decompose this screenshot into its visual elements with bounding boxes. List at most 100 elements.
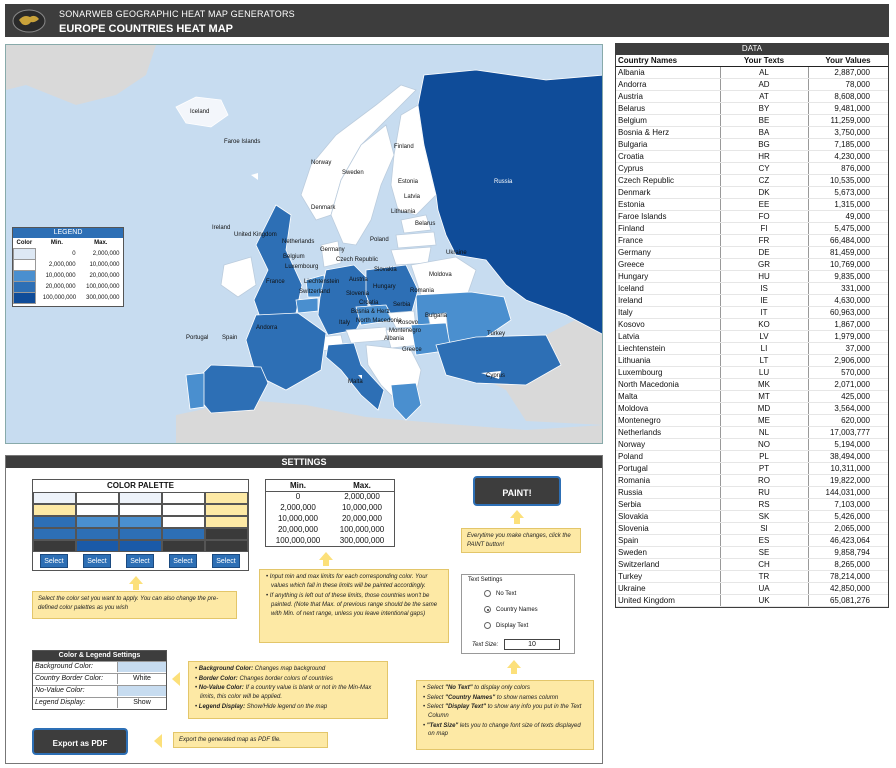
cell-text[interactable]: FO [720, 210, 809, 223]
cell-text[interactable]: SI [720, 522, 809, 535]
cell-country[interactable]: Faroe Islands [616, 210, 721, 223]
cell-value[interactable]: 4,630,000 [808, 294, 888, 307]
palette-select-button[interactable]: Select [40, 554, 68, 568]
cell-value[interactable]: 78,000 [808, 78, 888, 91]
cell-country[interactable]: Croatia [616, 150, 721, 163]
cell-value[interactable]: 3,750,000 [808, 126, 888, 139]
radio-country-names[interactable] [484, 606, 491, 613]
cell-value[interactable]: 620,000 [808, 414, 888, 427]
cell-value[interactable]: 19,822,000 [808, 474, 888, 487]
cell-country[interactable]: Belgium [616, 114, 721, 127]
cell-value[interactable]: 876,000 [808, 162, 888, 175]
cell-text[interactable]: NO [720, 438, 809, 451]
cell-text[interactable]: LI [720, 342, 809, 355]
cell-text[interactable]: CH [720, 558, 809, 571]
palette-select-button[interactable]: Select [83, 554, 111, 568]
cell-value[interactable]: 37,000 [808, 342, 888, 355]
cell-country[interactable]: Kosovo [616, 318, 721, 331]
cell-country[interactable]: Liechtenstein [616, 342, 721, 355]
cell-value[interactable]: 8,608,000 [808, 90, 888, 103]
minmax-min[interactable]: 0 [295, 492, 301, 502]
cell-country[interactable]: Finland [616, 222, 721, 235]
minmax-min[interactable]: 2,000,000 [280, 503, 316, 512]
cell-value[interactable]: 144,031,000 [808, 486, 888, 499]
cell-text[interactable]: SK [720, 510, 809, 523]
cell-value[interactable]: 9,835,000 [808, 270, 888, 283]
cell-text[interactable]: PL [720, 450, 809, 463]
cls-value[interactable] [117, 662, 166, 672]
cell-text[interactable]: BE [720, 114, 809, 127]
palette-select-button[interactable]: Select [212, 554, 240, 568]
cell-country[interactable]: Austria [616, 90, 721, 103]
cell-text[interactable]: EE [720, 198, 809, 211]
cell-country[interactable]: Czech Republic [616, 174, 721, 187]
cell-value[interactable]: 17,003,777 [808, 426, 888, 439]
cell-text[interactable]: RU [720, 486, 809, 499]
cell-text[interactable]: FI [720, 222, 809, 235]
paint-button[interactable]: PAINT! [473, 476, 561, 506]
cell-country[interactable]: Bosnia & Herz [616, 126, 721, 139]
cell-text[interactable]: FR [720, 234, 809, 247]
cell-value[interactable]: 570,000 [808, 366, 888, 379]
cell-text[interactable]: AT [720, 90, 809, 103]
cell-country[interactable]: Portugal [616, 462, 721, 475]
minmax-min[interactable]: 20,000,000 [277, 525, 319, 534]
cell-text[interactable]: IS [720, 282, 809, 295]
cell-text[interactable]: PT [720, 462, 809, 475]
text-size-input[interactable]: 10 [504, 639, 560, 650]
cell-country[interactable]: Netherlands [616, 426, 721, 439]
cell-text[interactable]: AD [720, 78, 809, 91]
cell-country[interactable]: Latvia [616, 330, 721, 343]
minmax-max[interactable]: 20,000,000 [341, 514, 383, 523]
cell-country[interactable]: Ukraine [616, 582, 721, 595]
cell-value[interactable]: 5,426,000 [808, 510, 888, 523]
cell-country[interactable]: France [616, 234, 721, 247]
minmax-min[interactable]: 10,000,000 [277, 514, 319, 523]
export-pdf-button[interactable]: Export as PDF [32, 728, 128, 755]
cell-text[interactable]: IE [720, 294, 809, 307]
cell-text[interactable]: CZ [720, 174, 809, 187]
cell-text[interactable]: DK [720, 186, 809, 199]
cell-country[interactable]: Malta [616, 390, 721, 403]
cell-country[interactable]: North Macedonia [616, 378, 721, 391]
cell-text[interactable]: UA [720, 582, 809, 595]
cell-value[interactable]: 5,475,000 [808, 222, 888, 235]
cell-value[interactable]: 42,850,000 [808, 582, 888, 595]
cell-text[interactable]: GR [720, 258, 809, 271]
cell-text[interactable]: ES [720, 534, 809, 547]
cell-country[interactable]: Norway [616, 438, 721, 451]
cell-value[interactable]: 46,423,064 [808, 534, 888, 547]
cell-value[interactable]: 5,194,000 [808, 438, 888, 451]
cell-text[interactable]: HU [720, 270, 809, 283]
cell-value[interactable]: 425,000 [808, 390, 888, 403]
cell-country[interactable]: Sweden [616, 546, 721, 559]
radio-no-text[interactable] [484, 590, 491, 597]
cell-country[interactable]: Denmark [616, 186, 721, 199]
cell-value[interactable]: 331,000 [808, 282, 888, 295]
cell-value[interactable]: 65,081,276 [808, 594, 888, 607]
cell-text[interactable]: TR [720, 570, 809, 583]
cell-country[interactable]: Hungary [616, 270, 721, 283]
cell-country[interactable]: Cyprus [616, 162, 721, 175]
cell-text[interactable]: NL [720, 426, 809, 439]
cell-country[interactable]: Slovenia [616, 522, 721, 535]
cell-country[interactable]: Greece [616, 258, 721, 271]
palette-select-button[interactable]: Select [126, 554, 154, 568]
cell-text[interactable]: MT [720, 390, 809, 403]
cell-country[interactable]: United Kingdom [616, 594, 721, 607]
cell-text[interactable]: AL [720, 66, 809, 79]
cell-country[interactable]: Estonia [616, 198, 721, 211]
cell-text[interactable]: HR [720, 150, 809, 163]
cell-value[interactable]: 9,858,794 [808, 546, 888, 559]
cell-text[interactable]: BY [720, 102, 809, 115]
cell-country[interactable]: Albania [616, 66, 721, 79]
cls-value[interactable]: Show [117, 698, 166, 708]
minmax-max[interactable]: 100,000,000 [339, 525, 385, 534]
cell-value[interactable]: 10,769,000 [808, 258, 888, 271]
cell-country[interactable]: Poland [616, 450, 721, 463]
cell-value[interactable]: 2,071,000 [808, 378, 888, 391]
cell-text[interactable]: CY [720, 162, 809, 175]
cell-value[interactable]: 1,979,000 [808, 330, 888, 343]
cell-value[interactable]: 5,673,000 [808, 186, 888, 199]
cell-text[interactable]: LU [720, 366, 809, 379]
